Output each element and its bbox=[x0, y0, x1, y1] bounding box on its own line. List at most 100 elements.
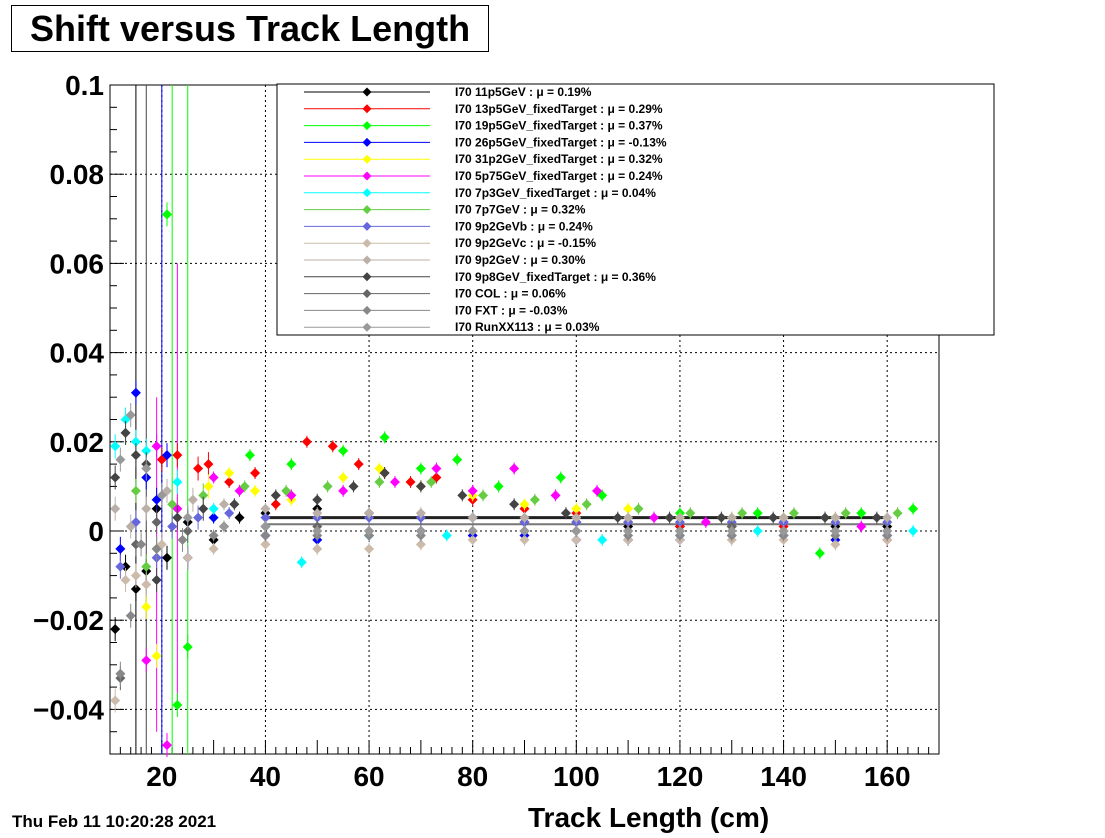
data-point bbox=[208, 503, 219, 514]
data-point bbox=[239, 481, 250, 492]
data-point bbox=[151, 517, 162, 528]
data-point bbox=[136, 539, 147, 550]
data-point bbox=[208, 543, 219, 554]
data-point bbox=[151, 575, 162, 586]
legend-entry: I70 31p2GeV_fixedTarget : μ = 0.32% bbox=[455, 152, 663, 166]
data-point bbox=[908, 526, 919, 536]
data-point bbox=[364, 508, 375, 519]
data-point bbox=[716, 512, 727, 523]
data-point bbox=[348, 481, 359, 492]
data-point bbox=[379, 468, 390, 479]
data-point bbox=[172, 699, 183, 710]
data-point bbox=[172, 450, 183, 461]
data-point bbox=[141, 655, 152, 666]
data-point bbox=[452, 454, 463, 465]
data-point bbox=[120, 427, 131, 438]
data-point bbox=[125, 410, 136, 421]
data-point bbox=[141, 579, 152, 590]
data-point bbox=[726, 512, 737, 523]
data-point bbox=[172, 512, 183, 523]
data-point bbox=[110, 624, 121, 635]
legend-entry: I70 19p5GeV_fixedTarget : μ = 0.37% bbox=[455, 119, 663, 133]
legend-entry: I70 26p5GeV_fixedTarget : μ = -0.13% bbox=[455, 135, 667, 149]
y-tick-label: 0.06 bbox=[50, 248, 105, 279]
data-point bbox=[633, 503, 644, 514]
legend-marker bbox=[362, 238, 372, 248]
data-point bbox=[322, 481, 333, 492]
data-point bbox=[820, 512, 831, 523]
data-point bbox=[218, 521, 229, 532]
data-point bbox=[193, 512, 204, 523]
legend-marker bbox=[362, 289, 372, 299]
data-point bbox=[130, 570, 141, 581]
data-point bbox=[296, 557, 307, 568]
data-point bbox=[555, 472, 566, 483]
data-point bbox=[260, 512, 271, 523]
data-point bbox=[338, 445, 349, 456]
data-point bbox=[193, 463, 204, 474]
data-point bbox=[115, 561, 126, 572]
data-point bbox=[571, 526, 582, 536]
data-point bbox=[130, 539, 141, 550]
data-point bbox=[882, 526, 893, 536]
legend-marker bbox=[362, 255, 372, 265]
legend-entry: I70 5p75GeV_fixedTarget : μ = 0.24% bbox=[455, 169, 663, 183]
legend-entry: I70 9p2GeV : μ = 0.30% bbox=[455, 253, 586, 267]
data-point bbox=[389, 476, 400, 487]
data-point bbox=[788, 508, 799, 519]
x-tick-label: 140 bbox=[760, 761, 807, 792]
legend-entry: I70 RunXX113 : μ = 0.03% bbox=[455, 320, 600, 334]
x-axis-label: Track Length (cm) bbox=[528, 802, 770, 833]
legend-marker bbox=[362, 188, 372, 198]
data-point bbox=[260, 539, 271, 550]
data-point bbox=[840, 508, 851, 519]
legend-entry: I70 7p7GeV : μ = 0.32% bbox=[455, 203, 586, 217]
legend-marker bbox=[362, 305, 372, 315]
data-point bbox=[519, 512, 530, 523]
data-point bbox=[125, 610, 136, 621]
data-point bbox=[161, 740, 172, 751]
data-point bbox=[110, 503, 121, 514]
data-point bbox=[509, 499, 520, 510]
data-point bbox=[737, 508, 748, 519]
data-point bbox=[426, 476, 437, 487]
data-point bbox=[312, 543, 323, 554]
x-tick-label: 120 bbox=[657, 761, 704, 792]
legend-marker bbox=[362, 87, 372, 97]
data-point bbox=[415, 526, 426, 536]
legend-entry: I70 7p3GeV_fixedTarget : μ = 0.04% bbox=[455, 186, 656, 200]
data-point bbox=[198, 503, 209, 514]
data-point bbox=[571, 503, 582, 514]
data-point bbox=[674, 526, 685, 536]
data-point bbox=[260, 521, 271, 532]
data-point bbox=[814, 548, 825, 559]
chart-title: Shift versus Track Length bbox=[29, 7, 471, 49]
data-point bbox=[182, 526, 193, 536]
data-point bbox=[177, 534, 188, 545]
data-point bbox=[700, 517, 711, 528]
data-point bbox=[327, 441, 338, 452]
data-point bbox=[208, 530, 219, 541]
data-point bbox=[270, 490, 281, 501]
legend-marker bbox=[362, 104, 372, 114]
legend-marker bbox=[362, 171, 372, 181]
data-point bbox=[467, 485, 478, 496]
data-point bbox=[752, 508, 763, 519]
legend-entry: I70 9p8GeV_fixedTarget : μ = 0.36% bbox=[455, 270, 656, 284]
data-point bbox=[156, 490, 167, 501]
legend-marker bbox=[362, 154, 372, 164]
data-point bbox=[203, 481, 214, 492]
data-point bbox=[141, 463, 152, 474]
legend-entry: I70 11p5GeV : μ = 0.19% bbox=[455, 85, 592, 99]
data-point bbox=[286, 459, 297, 470]
legend-entry: I70 COL : μ = 0.06% bbox=[455, 287, 566, 301]
legend-entry: I70 13p5GeV_fixedTarget : μ = 0.29% bbox=[455, 102, 663, 116]
data-point bbox=[612, 512, 623, 523]
x-tick-label: 20 bbox=[146, 761, 177, 792]
data-point bbox=[415, 508, 426, 519]
data-point bbox=[130, 583, 141, 594]
x-tick-label: 40 bbox=[250, 761, 281, 792]
legend-marker bbox=[362, 205, 372, 215]
data-point bbox=[415, 539, 426, 550]
